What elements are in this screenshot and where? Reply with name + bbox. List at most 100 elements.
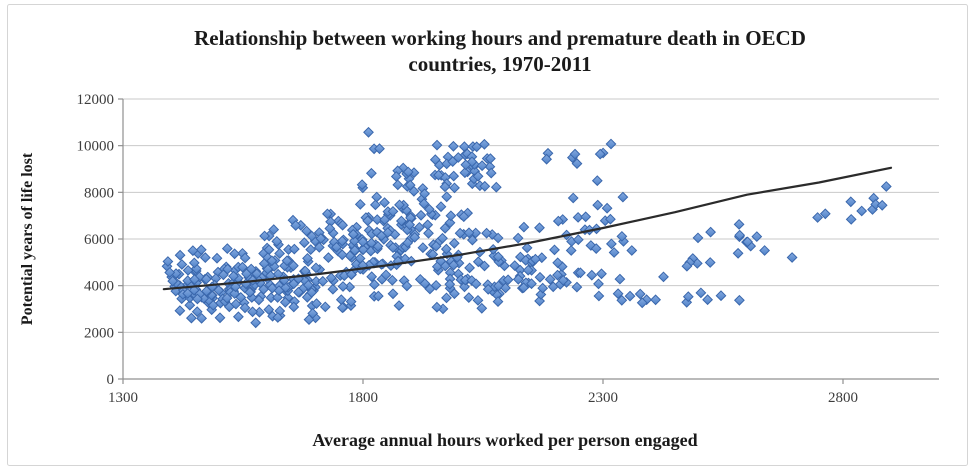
scatter-point (635, 288, 646, 300)
scatter-point (422, 219, 433, 230)
axes (118, 98, 939, 384)
scatter-point (449, 238, 460, 249)
x-tick-label: 1800 (348, 390, 378, 406)
scatter-point (702, 294, 713, 305)
scatter-point (512, 232, 524, 244)
scatter-point (229, 248, 240, 259)
scatter-point (214, 312, 226, 323)
scatter-point (571, 281, 583, 293)
scatter-point (617, 191, 629, 203)
scatter-point (250, 317, 261, 328)
scatter-point (580, 211, 591, 222)
scatter-point (534, 222, 545, 233)
scatter-point (568, 192, 579, 204)
scatter-point (734, 295, 745, 306)
y-tick-label: 12000 (77, 92, 115, 108)
scatter-point (596, 268, 607, 279)
scatter-point (846, 214, 857, 225)
scatter-point (624, 290, 636, 302)
y-axis-tick-labels: 0 2000 4000 6000 8000 10000 12000 (77, 92, 115, 388)
scatter-point (518, 221, 530, 233)
x-axis-tick-labels: 1300 1800 2300 2800 (108, 390, 858, 406)
y-tick-label: 6000 (84, 232, 114, 248)
scatter-point (715, 290, 727, 301)
scatter-point (786, 252, 798, 263)
scatter-point (423, 228, 434, 239)
chart-title-line1: Relationship between working hours and p… (194, 26, 806, 50)
scatter-point (845, 196, 856, 207)
scatter-point (593, 278, 604, 290)
trendline-path (162, 166, 893, 291)
scatter-point (305, 244, 316, 255)
scatter-point (534, 272, 546, 283)
scatter-point (371, 191, 382, 203)
scatter-series (161, 127, 892, 328)
scatter-point (759, 245, 770, 256)
chart-border (7, 4, 968, 466)
scatter-point (393, 300, 405, 311)
scatter-point (626, 245, 637, 256)
scatter-point (549, 244, 560, 256)
scatter-point (186, 312, 197, 324)
scatter-point (733, 219, 745, 230)
scatter-point (370, 199, 381, 211)
scatter-point (732, 248, 744, 259)
scatter-point (605, 138, 617, 150)
scatter-point (355, 199, 366, 210)
scatter-point (606, 238, 617, 250)
trendline (162, 166, 893, 291)
scatter-point (435, 201, 447, 212)
x-tick-label: 1300 (108, 390, 138, 406)
scatter-point (337, 281, 349, 292)
x-axis-title: Average annual hours worked per person e… (312, 430, 697, 450)
scatter-point (586, 270, 597, 281)
scatter-point (441, 191, 452, 202)
y-tick-label: 2000 (84, 325, 114, 341)
scatter-point (449, 182, 460, 194)
y-tick-label: 8000 (84, 185, 114, 201)
scatter-point (222, 243, 233, 254)
scatter-point (392, 179, 403, 191)
scatter-point (491, 182, 502, 193)
x-tick-label: 2300 (588, 390, 618, 406)
scatter-point (174, 305, 186, 316)
scatter-point (431, 139, 443, 151)
scatter-point (448, 170, 459, 182)
x-tick-label: 2800 (828, 390, 858, 406)
scatter-point (387, 288, 399, 299)
y-tick-label: 4000 (84, 279, 114, 295)
scatter-point (463, 292, 474, 303)
scatter-point (441, 292, 452, 304)
scatter-point (705, 257, 716, 268)
scatter-point (751, 231, 762, 242)
scatter-point (492, 296, 504, 307)
scatter-point (614, 273, 626, 285)
scatter-point (877, 200, 888, 211)
scatter-point (658, 271, 669, 283)
scatter-point (476, 160, 488, 171)
scatter-point (445, 210, 457, 221)
scatter-point (320, 301, 331, 313)
scatter-point (592, 199, 603, 211)
scatter-point (417, 242, 429, 253)
scatter-point (601, 203, 613, 214)
scatter-point (323, 252, 334, 263)
scatter-point (705, 226, 716, 238)
scatter-point (233, 311, 244, 322)
scatter-point (650, 294, 661, 305)
scatter-point (566, 245, 577, 256)
y-tick-label: 0 (107, 372, 115, 388)
scatter-point (592, 175, 603, 186)
scatter-point (593, 290, 605, 302)
scatter-point (366, 168, 377, 179)
scatter-point (176, 259, 188, 270)
scatter-point (182, 265, 194, 276)
y-tick-label: 10000 (77, 139, 115, 155)
scatter-point (464, 262, 475, 274)
scatter-point (448, 141, 459, 152)
scatter-point (363, 127, 374, 138)
scatter-point (608, 247, 620, 258)
scatter-point (379, 197, 390, 208)
